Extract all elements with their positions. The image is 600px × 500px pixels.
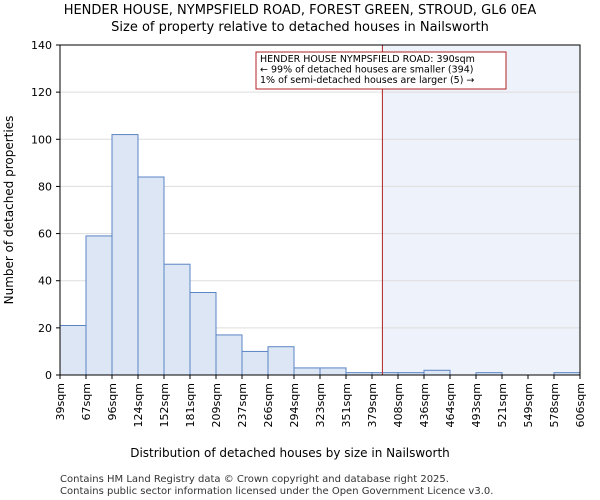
histogram-bar (423, 369, 451, 376)
y-tick-label: 40 (38, 275, 52, 288)
x-tick-label: 323sqm (314, 383, 327, 427)
x-tick-label: 237sqm (236, 383, 249, 427)
highlight-region (382, 45, 580, 375)
histogram-bar (111, 134, 139, 376)
y-tick-label: 0 (45, 369, 52, 382)
y-tick-label: 120 (31, 86, 52, 99)
x-tick-label: 351sqm (340, 383, 353, 427)
x-tick-label: 67sqm (80, 383, 93, 420)
histogram-bar (241, 350, 269, 376)
histogram-bar (189, 292, 217, 376)
footer-licence: Contains public sector information licen… (60, 486, 493, 497)
x-axis-label: Distribution of detached houses by size … (130, 446, 450, 460)
x-tick-label: 493sqm (470, 383, 483, 427)
y-tick-label: 60 (38, 228, 52, 241)
histogram-bar (293, 367, 321, 376)
chart-subtitle: Size of property relative to detached ho… (111, 20, 489, 35)
x-tick-label: 294sqm (288, 383, 301, 427)
x-tick-label: 408sqm (392, 383, 405, 427)
x-tick-label: 266sqm (262, 383, 275, 427)
x-tick-label: 549sqm (522, 383, 535, 427)
histogram-bar (163, 263, 191, 376)
x-tick-label: 379sqm (366, 383, 379, 427)
y-tick-label: 80 (38, 180, 52, 193)
annotation-box: HENDER HOUSE NYMPSFIELD ROAD: 390sqm ← 9… (255, 51, 507, 90)
histogram-bar (215, 334, 243, 376)
annotation-line-1: HENDER HOUSE NYMPSFIELD ROAD: 390sqm (260, 54, 475, 65)
histogram-bar (137, 176, 165, 376)
x-tick-label: 578sqm (548, 383, 561, 427)
histogram-bar (319, 367, 347, 376)
annotation-line-3: 1% of semi-detached houses are larger (5… (260, 75, 474, 86)
x-tick-label: 521sqm (496, 383, 509, 427)
histogram-bar (267, 346, 295, 376)
x-tick-label: 96sqm (106, 383, 119, 420)
x-tick-label: 464sqm (444, 383, 457, 427)
histogram-bar (59, 325, 87, 376)
x-tick-label: 152sqm (158, 383, 171, 427)
y-tick-label: 20 (38, 322, 52, 335)
x-tick-label: 606sqm (574, 383, 587, 427)
x-tick-label: 124sqm (132, 383, 145, 427)
histogram-bar (85, 235, 113, 376)
footer-copyright: Contains HM Land Registry data © Crown c… (60, 474, 449, 485)
x-tick-label: 181sqm (184, 383, 197, 427)
y-axis-label: Number of detached properties (2, 116, 16, 305)
x-tick-label: 39sqm (54, 383, 67, 420)
x-tick-label: 436sqm (418, 383, 431, 427)
annotation-line-2: ← 99% of detached houses are smaller (39… (260, 65, 473, 76)
y-tick-label: 140 (31, 39, 52, 52)
y-tick-label: 100 (31, 133, 52, 146)
x-tick-label: 209sqm (210, 383, 223, 427)
chart-title: HENDER HOUSE, NYMPSFIELD ROAD, FOREST GR… (64, 3, 537, 18)
